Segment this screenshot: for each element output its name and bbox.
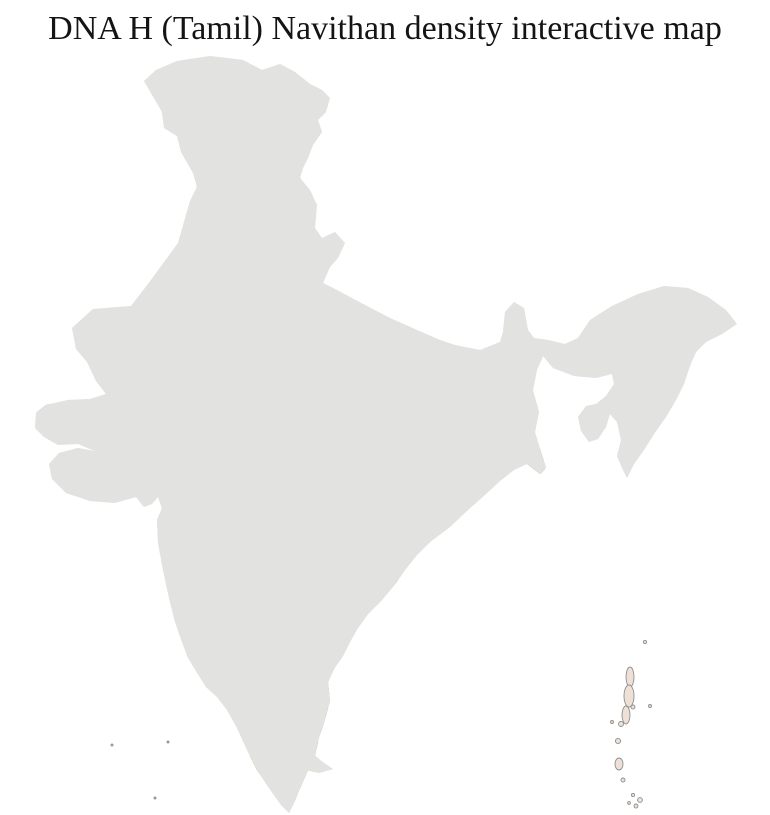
andaman-nicobar-islands[interactable] [610, 639, 652, 809]
page-title: DNA H (Tamil) Navithan density interacti… [48, 10, 722, 47]
lakshadweep-islands[interactable] [110, 740, 170, 800]
